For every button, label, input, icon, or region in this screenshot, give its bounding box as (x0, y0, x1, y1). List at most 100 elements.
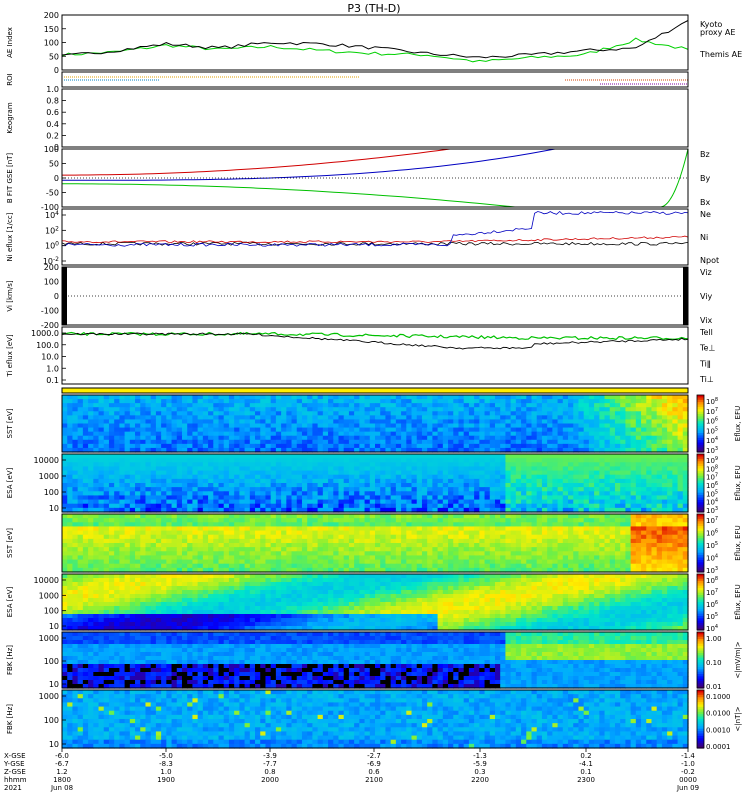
heatmap-cell (641, 555, 647, 561)
heatmap-cell (479, 447, 486, 453)
heatmap-cell (672, 423, 679, 429)
heatmap-cell (265, 458, 272, 463)
heatmap-cell (296, 419, 303, 425)
heatmap-cell (562, 522, 569, 528)
heatmap-cell (458, 419, 465, 425)
heatmap-cell (510, 411, 517, 416)
heatmap-cell (588, 458, 595, 463)
heatmap-cell (197, 423, 204, 429)
heatmap-cell (108, 419, 115, 425)
heatmap-cell (406, 427, 413, 433)
heatmap-cell (557, 462, 564, 468)
heatmap-cell (364, 435, 371, 441)
heatmap-cell (625, 443, 632, 449)
heatmap-cell (192, 555, 199, 561)
heatmap-cell (646, 470, 653, 476)
heatmap-cell (510, 399, 517, 404)
heatmap-cell (108, 470, 115, 476)
heatmap-cell (150, 466, 157, 472)
heatmap-cell (72, 507, 79, 513)
heatmap-cell (661, 483, 668, 488)
heatmap-cell (573, 551, 580, 557)
heatmap-cell (223, 478, 230, 484)
heatmap-cell (338, 435, 345, 441)
colorbar-step (697, 416, 704, 420)
heatmap-cell (510, 470, 517, 476)
heatmap-cell (521, 503, 527, 509)
heatmap-cell (390, 543, 397, 548)
heatmap-cell (395, 522, 402, 528)
heatmap-cell (135, 435, 141, 441)
heatmap-cell (301, 395, 308, 400)
heatmap-cell (249, 526, 256, 532)
heatmap-cell (322, 470, 329, 476)
heatmap-cell (296, 466, 303, 472)
heatmap-cell (479, 526, 486, 532)
heatmap-cell (536, 423, 543, 429)
heatmap-cell (604, 514, 611, 519)
heatmap-cell (260, 483, 267, 488)
heatmap-cell (108, 458, 115, 463)
heatmap-cell (635, 530, 642, 536)
heatmap-cell (223, 526, 230, 532)
heatmap-cell (343, 419, 350, 425)
heatmap-cell (625, 411, 632, 416)
heatmap-cell (343, 403, 350, 408)
heatmap-cell (291, 487, 298, 492)
heatmap-cell (448, 447, 454, 453)
heatmap-cell (536, 499, 543, 505)
heatmap-cell (213, 411, 220, 416)
heatmap-cell (322, 559, 329, 565)
heatmap-cell (208, 399, 214, 404)
heatmap-cell (411, 495, 418, 501)
heatmap-cell (395, 478, 402, 484)
heatmap-cell (463, 487, 470, 492)
heatmap-cell (609, 474, 616, 480)
heatmap-cell (93, 399, 100, 404)
heatmap-cell (421, 415, 428, 421)
heatmap-cell (275, 551, 282, 557)
heatmap-cell (547, 423, 553, 429)
heatmap-cell (515, 431, 522, 437)
heatmap-cell (171, 483, 178, 488)
heatmap-cell (682, 419, 689, 425)
heatmap-cell (588, 435, 595, 441)
heatmap-cell (93, 423, 100, 429)
heatmap-cell (359, 534, 366, 540)
heatmap-cell (150, 403, 157, 408)
heatmap-cell (135, 518, 141, 523)
heatmap-cell (453, 507, 460, 513)
heatmap-cell (604, 466, 611, 472)
heatmap-cell (322, 518, 329, 523)
heatmap-cell (661, 543, 668, 548)
heatmap-cell (390, 423, 397, 429)
heatmap-cell (192, 491, 199, 497)
heatmap-cell (489, 407, 496, 412)
heatmap-cell (192, 411, 199, 416)
heatmap-cell (140, 439, 147, 445)
heatmap-cell (62, 435, 68, 441)
heatmap-cell (494, 551, 501, 557)
heatmap-cell (458, 507, 465, 513)
heatmap-cell (176, 543, 183, 548)
heatmap-cell (568, 543, 574, 548)
heatmap-cell (557, 439, 564, 445)
heatmap-cell (541, 439, 548, 445)
heatmap-cell (536, 507, 543, 513)
heatmap-cell (145, 395, 152, 400)
heatmap-cell (312, 478, 319, 484)
heatmap-cell (646, 499, 653, 505)
heatmap-cell (255, 538, 261, 544)
heatmap-cell (494, 534, 501, 540)
heatmap-cell (129, 503, 136, 509)
heatmap-cell (145, 443, 152, 449)
heatmap-cell (510, 478, 517, 484)
heatmap-cell (625, 547, 632, 552)
heatmap-cell (588, 551, 595, 557)
heatmap-cell (307, 543, 313, 548)
heatmap-cell (369, 499, 376, 505)
heatmap-cell (453, 470, 460, 476)
heatmap-cell (594, 399, 600, 404)
heatmap-cell (463, 454, 470, 459)
heatmap-cell (531, 462, 538, 468)
